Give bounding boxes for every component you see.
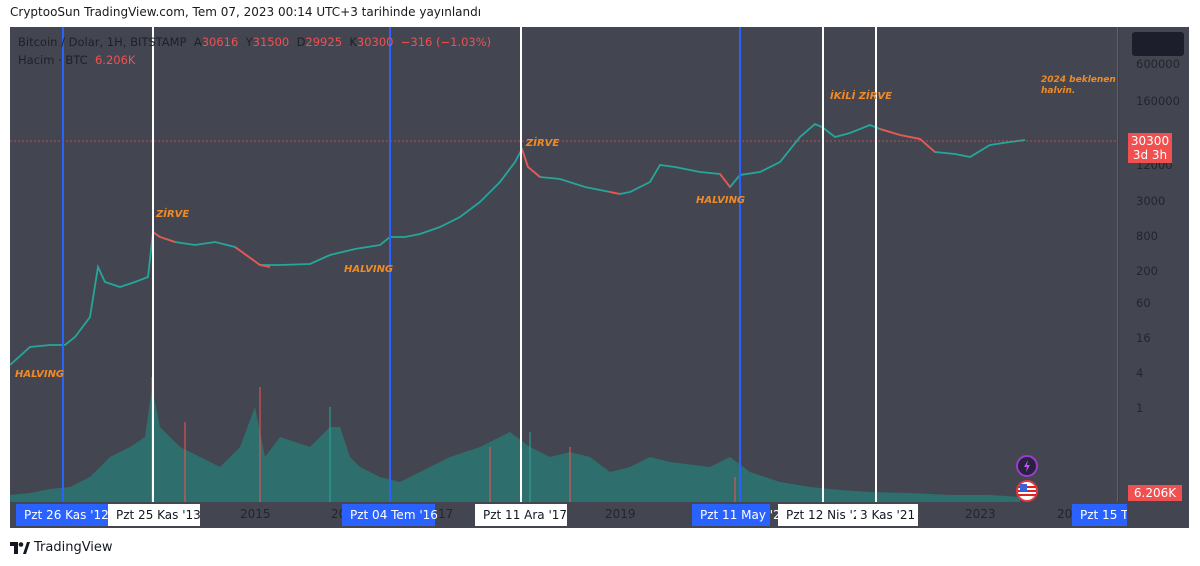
halving-line-2012	[62, 27, 64, 502]
price-axis-separator	[1118, 27, 1119, 528]
price-chart[interactable]: Bitcoin / Dolar, 1H, BITSTAMP A30616 Y31…	[10, 27, 1189, 528]
price-tick: 200	[1136, 264, 1158, 278]
price-line	[10, 122, 1026, 366]
volume-label: Hacim · BTC	[18, 53, 88, 67]
tradingview-logo[interactable]: TradingView	[10, 540, 113, 555]
time-axis[interactable]: 2015 20 17 2019 2023 20	[10, 502, 1189, 528]
peak-line-2013	[152, 27, 154, 502]
date-tag-halving-2016: Pzt 04 Tem '16	[342, 504, 438, 526]
halving-line-2016	[389, 27, 391, 502]
low-value: 29925	[305, 35, 343, 49]
price-tick: 800	[1136, 229, 1158, 243]
volume-value: 6.206K	[94, 53, 136, 67]
time-tick: 20	[1057, 507, 1073, 521]
price-tick: 3000	[1136, 194, 1166, 208]
price-tick: 160000	[1136, 94, 1180, 108]
peak-line-2021-apr	[822, 27, 824, 502]
time-tick: 17	[438, 507, 454, 521]
price-down-segments	[152, 128, 936, 268]
lightning-event-icon[interactable]	[1016, 455, 1038, 477]
symbol-legend: Bitcoin / Dolar, 1H, BITSTAMP A30616 Y31…	[18, 35, 492, 49]
time-tick: 2023	[965, 507, 996, 521]
date-tag-peak-2021-nov: 3 Kas '21	[856, 504, 918, 526]
annotation-double-peak: İKİLİ ZİRVE	[830, 91, 893, 102]
time-tick: 2019	[605, 507, 636, 521]
price-tick: 4	[1136, 366, 1144, 380]
date-tag-halving-2020: Pzt 11 May '20	[692, 504, 788, 526]
price-tick: 1	[1136, 401, 1144, 415]
footer-brand: TradingView	[34, 540, 113, 555]
close-value: 30300	[356, 35, 394, 49]
halving-line-2020	[739, 27, 741, 502]
published-line: CryptooSun TradingView.com, Tem 07, 2023…	[10, 5, 482, 19]
peak-line-2017	[520, 27, 522, 502]
tradingview-logo-icon	[10, 541, 30, 554]
annotation-next-halving: 2024 beklenen halvin.	[1041, 75, 1116, 96]
price-plot	[10, 122, 1119, 502]
date-tag-peak-2021-apr: Pzt 12 Nis '21	[778, 504, 870, 526]
annotation-peak-2017: ZİRVE	[526, 138, 560, 149]
price-tick: 60	[1136, 296, 1151, 310]
current-price-badge: 30300 3d 3h	[1128, 133, 1172, 163]
annotation-peak-2013: ZİRVE	[156, 209, 190, 220]
high-value: 31500	[252, 35, 290, 49]
change-value: −316 (−1.03%)	[400, 35, 492, 49]
volume-legend: Hacim · BTC 6.206K	[18, 53, 135, 67]
annotation-halving-2016: HALVING	[344, 264, 394, 275]
annotation-halving-2012: HALVING	[15, 369, 65, 380]
volume-bars	[10, 387, 1020, 502]
date-tag-peak-2013: Pzt 25 Kas '13	[108, 504, 201, 526]
price-tick: 16	[1136, 331, 1151, 345]
price-scale-box	[1132, 32, 1184, 56]
volume-badge: 6.206K	[1128, 485, 1182, 501]
open-value: 30616	[201, 35, 239, 49]
peak-line-2021-nov	[875, 27, 877, 502]
date-tag-halving-2024: Pzt 15 Te	[1072, 504, 1127, 526]
date-tag-halving-2012: Pzt 26 Kas '12	[16, 504, 109, 526]
symbol-name: Bitcoin / Dolar, 1H, BITSTAMP	[18, 35, 187, 49]
date-tag-peak-2017: Pzt 11 Ara '17	[475, 504, 567, 526]
annotation-halving-2020: HALVING	[696, 195, 746, 206]
us-flag-event-icon[interactable]	[1016, 480, 1038, 502]
bar-countdown: 3d 3h	[1132, 148, 1168, 162]
time-tick: 2015	[240, 507, 271, 521]
price-tick: 600000	[1136, 57, 1180, 71]
